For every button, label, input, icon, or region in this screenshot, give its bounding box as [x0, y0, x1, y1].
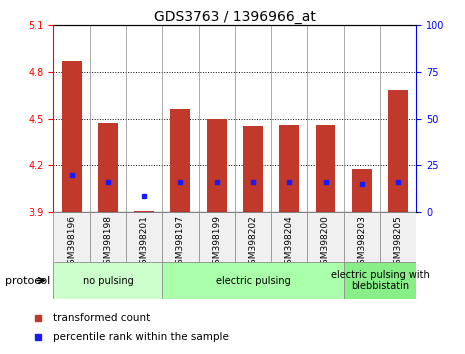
Bar	[171, 109, 190, 212]
Bar	[126, 212, 162, 262]
Text: electric pulsing with
blebbistatin: electric pulsing with blebbistatin	[331, 270, 429, 291]
Bar	[307, 212, 344, 262]
Text: GSM398200: GSM398200	[321, 215, 330, 270]
Bar	[62, 61, 81, 212]
Bar	[279, 125, 299, 212]
Text: GSM398201: GSM398201	[140, 215, 149, 270]
Text: GSM398197: GSM398197	[176, 215, 185, 270]
Bar	[352, 169, 372, 212]
Text: percentile rank within the sample: percentile rank within the sample	[53, 332, 229, 342]
Bar	[344, 262, 416, 299]
Bar	[380, 212, 416, 262]
Bar	[271, 212, 307, 262]
Text: GSM398198: GSM398198	[103, 215, 113, 270]
Text: protocol: protocol	[5, 275, 50, 286]
Bar	[207, 119, 226, 212]
Bar	[199, 212, 235, 262]
Text: GSM398196: GSM398196	[67, 215, 76, 270]
Bar	[53, 212, 90, 262]
Bar	[134, 211, 154, 212]
Text: GSM398205: GSM398205	[393, 215, 403, 270]
Bar	[235, 212, 271, 262]
Bar	[162, 262, 344, 299]
Text: no pulsing: no pulsing	[82, 275, 133, 286]
Text: electric pulsing: electric pulsing	[216, 275, 290, 286]
Bar	[98, 123, 118, 212]
Bar	[90, 212, 126, 262]
Text: GSM398204: GSM398204	[285, 215, 294, 270]
Bar	[162, 212, 199, 262]
Bar	[53, 262, 162, 299]
Text: transformed count: transformed count	[53, 313, 151, 322]
Bar	[344, 212, 380, 262]
Bar	[243, 126, 263, 212]
Bar	[316, 125, 335, 212]
Title: GDS3763 / 1396966_at: GDS3763 / 1396966_at	[154, 10, 316, 24]
Text: GSM398202: GSM398202	[248, 215, 258, 270]
Text: GSM398199: GSM398199	[212, 215, 221, 270]
Bar	[388, 90, 408, 212]
Text: GSM398203: GSM398203	[357, 215, 366, 270]
